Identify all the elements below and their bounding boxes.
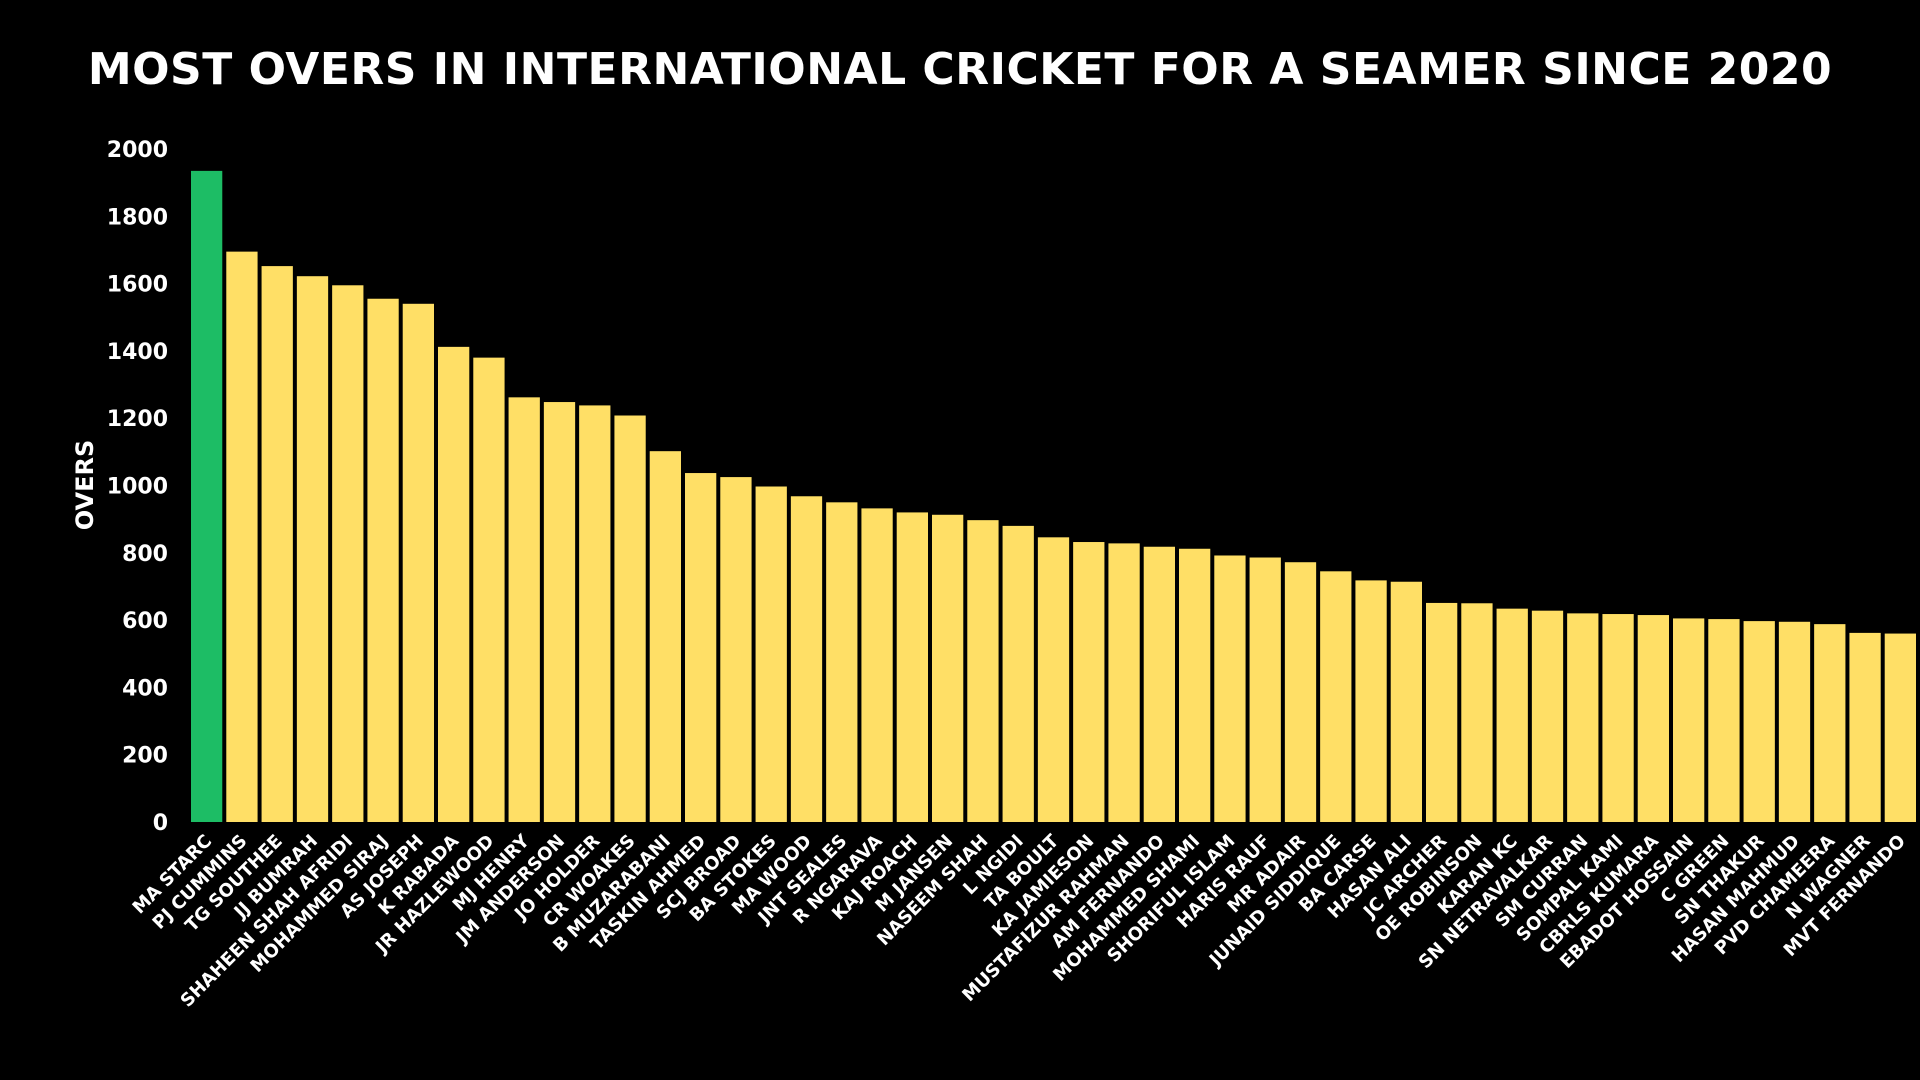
bar — [508, 397, 540, 822]
bar — [967, 520, 999, 822]
y-tick-label: 1800 — [107, 205, 168, 230]
bar — [1673, 618, 1705, 822]
bar — [367, 298, 399, 822]
bar — [649, 451, 681, 822]
bars — [191, 170, 1916, 823]
bar — [543, 402, 576, 822]
bar — [1708, 619, 1740, 822]
y-tick-label: 600 — [122, 609, 168, 634]
y-tick-label: 2000 — [107, 138, 168, 163]
bar — [790, 496, 823, 822]
bar — [1637, 615, 1669, 822]
y-tick-label: 200 — [122, 744, 168, 769]
bar — [1390, 581, 1422, 822]
bar — [1214, 555, 1246, 822]
bar — [1849, 632, 1881, 822]
bar — [438, 346, 470, 822]
bar — [1143, 546, 1175, 822]
bar — [1179, 548, 1211, 822]
y-tick-label: 1400 — [107, 340, 168, 365]
bar — [1461, 603, 1493, 822]
bar — [1778, 621, 1811, 822]
y-tick-label: 1200 — [107, 407, 168, 432]
bar — [1426, 602, 1458, 822]
bar — [1249, 557, 1281, 822]
bar — [614, 415, 646, 822]
bar — [1108, 543, 1140, 822]
bar — [1037, 537, 1070, 822]
bar — [296, 276, 329, 822]
chart-title: MOST OVERS IN INTERNATIONAL CRICKET FOR … — [87, 44, 1833, 95]
bar — [1002, 525, 1034, 822]
bar — [1531, 610, 1564, 822]
y-tick-label: 1000 — [107, 475, 168, 500]
bar — [261, 266, 293, 822]
bar — [755, 486, 787, 822]
bar — [1567, 613, 1599, 822]
bar — [1320, 571, 1352, 822]
bar — [826, 502, 858, 822]
bar — [191, 170, 223, 822]
bar — [1884, 633, 1916, 822]
bar — [332, 285, 364, 823]
bar — [226, 251, 258, 822]
y-tick-label: 1600 — [107, 273, 168, 298]
y-axis-label: OVERS — [71, 440, 99, 531]
bar — [1284, 562, 1317, 822]
bar — [1743, 621, 1775, 822]
bar — [720, 477, 752, 822]
bar — [473, 357, 505, 822]
bar — [685, 473, 717, 822]
bar — [896, 512, 928, 822]
bar — [1073, 542, 1105, 822]
bar — [932, 514, 964, 822]
bar — [1355, 580, 1387, 822]
bar — [1602, 614, 1634, 822]
bar — [1814, 624, 1846, 822]
y-tick-label: 400 — [122, 676, 168, 701]
bar — [1496, 608, 1528, 822]
bar — [579, 405, 611, 822]
y-tick-label: 800 — [122, 542, 168, 567]
y-tick-label: 0 — [153, 811, 168, 836]
bar — [861, 508, 893, 822]
bar — [402, 303, 434, 822]
y-ticks: 0 200 400 600 800 1000 1200 1400 1600 1800 2000 — [107, 138, 168, 836]
